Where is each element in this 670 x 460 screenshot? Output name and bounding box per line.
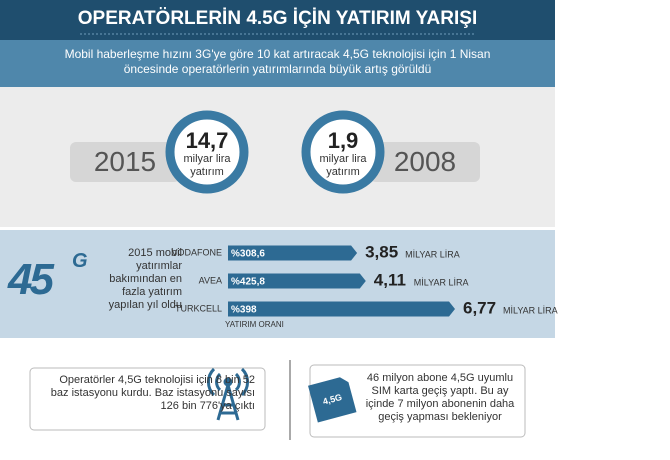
amount: 14,7 xyxy=(185,128,229,153)
unit-label: MİLYAR LİRA xyxy=(414,277,469,287)
year-box xyxy=(70,142,180,182)
amount-label: yatırım xyxy=(326,166,360,178)
amount-unit: milyar lira xyxy=(319,153,367,165)
value-label: 6,77 xyxy=(463,298,496,317)
logo: 45 xyxy=(8,255,54,304)
note-box xyxy=(309,364,526,438)
amount-unit: milyar lira xyxy=(183,153,231,165)
note-text: Operatörler 4,5G teknolojisi için 8 bin … xyxy=(50,374,255,412)
bar xyxy=(228,301,455,317)
subtitle-band xyxy=(0,40,555,87)
rate-label: %425,8 xyxy=(231,277,265,288)
chart-intro: 2015 mobil yatırımlar bakımından en fazl… xyxy=(108,247,182,311)
rate-label: YATIRIM ORANI xyxy=(225,320,284,329)
year: 2008 xyxy=(393,146,457,177)
subtitle: Mobil haberleşme hızını 3G'ye göre 10 ka… xyxy=(64,47,491,76)
bar xyxy=(228,245,358,261)
note-box xyxy=(29,367,266,431)
rate-label: %308,6 xyxy=(231,249,265,260)
category-label: AVEA xyxy=(199,275,222,285)
category-label: TURKCELL xyxy=(175,303,222,313)
value-label: 4,11 xyxy=(374,270,406,289)
value-label: 3,85 xyxy=(365,242,398,261)
amount: 1,9 xyxy=(327,128,359,153)
amount-label: yatırım xyxy=(190,166,224,178)
rate-label: %398 xyxy=(231,305,257,316)
note-text: 46 milyon abone 4,5G uyumlu SIM karta ge… xyxy=(365,372,515,423)
title-band xyxy=(0,0,555,40)
year-box xyxy=(370,142,480,182)
year: 2015 xyxy=(93,146,157,177)
sim-icon: 4,5G xyxy=(308,377,357,423)
bar xyxy=(228,273,366,289)
unit-label: MİLYAR LİRA xyxy=(405,249,460,259)
amount-circle xyxy=(301,110,385,194)
amount-circle xyxy=(165,110,249,194)
logo-sup: G xyxy=(72,250,88,272)
sim-label: 4,5G xyxy=(322,392,343,407)
antenna-icon xyxy=(207,367,249,421)
unit-label: MİLYAR LİRA xyxy=(503,305,558,315)
category-label: VODAFONE xyxy=(171,247,222,257)
title: OPERATÖRLERİN 4.5G İÇİN YATIRIM YARIŞI xyxy=(77,8,478,29)
